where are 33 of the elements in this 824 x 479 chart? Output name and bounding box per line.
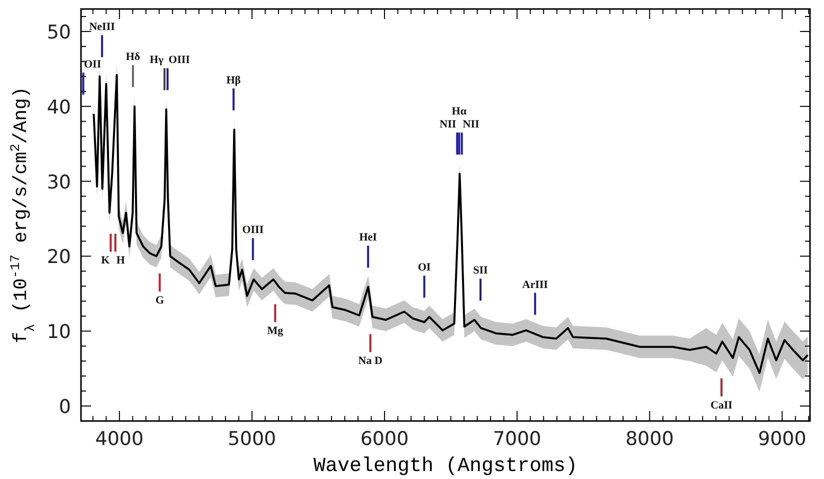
x-tick-label: 9000 (758, 428, 806, 450)
ref-line-label: H (116, 254, 126, 267)
y-tick-label: 50 (46, 21, 71, 44)
y-tick-label: 10 (46, 321, 71, 344)
ref-line-label: OI (418, 262, 431, 274)
ref-line-label: Hβ (226, 74, 241, 86)
ref-line-label: Hδ (126, 51, 140, 64)
ref-line-label: Mg (267, 325, 284, 338)
ref-line-label: SII (473, 264, 488, 277)
x-tick-label: 5000 (228, 428, 276, 450)
x-tick-label: 8000 (625, 428, 674, 450)
ref-line-label: ArIII (522, 278, 548, 291)
ref-line-label: CaII (710, 399, 732, 412)
y-tick-label: 20 (46, 246, 71, 268)
ref-line-label: OII (84, 58, 102, 71)
x-tick-label: 6000 (360, 428, 409, 450)
ref-line-label: OIII (242, 224, 264, 236)
ref-line-label: NII (440, 118, 456, 131)
ref-line-label: Hγ (150, 54, 164, 66)
x-axis-title: Wavelength (Angstroms) (313, 455, 578, 478)
ref-line-label: OIII (168, 54, 190, 66)
y-tick-label: 40 (46, 96, 71, 118)
y-tick-label: 30 (46, 171, 71, 194)
ref-line-label: NII (462, 118, 480, 131)
ref-line-label: G (155, 294, 164, 306)
ref-line-label: K (101, 254, 110, 267)
x-tick-label: 7000 (492, 428, 542, 450)
ref-line-label: Na D (358, 355, 382, 368)
x-tick-label: 4000 (95, 428, 144, 450)
y-tick-label: 0 (58, 396, 71, 418)
ref-line-label: NeIII (89, 21, 115, 34)
ref-line-label: HeI (359, 232, 377, 244)
ref-line-label: Hα (452, 106, 468, 118)
